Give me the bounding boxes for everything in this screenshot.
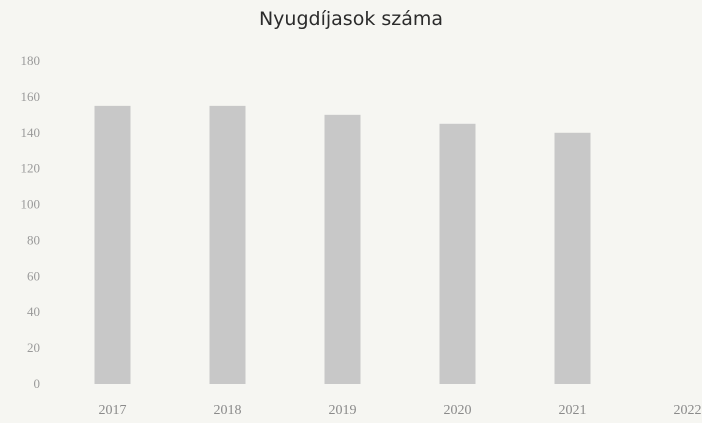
y-tick-label: 60 — [27, 268, 40, 283]
y-tick-label: 40 — [27, 304, 40, 319]
x-tick-label: 2018 — [214, 403, 242, 418]
bar-2021 — [554, 132, 591, 384]
y-tick-label: 140 — [21, 125, 41, 140]
chart-title: Nyugdíjasok száma — [258, 8, 444, 30]
x-tick-label: 2022 — [674, 403, 702, 418]
bar-2017 — [94, 105, 131, 384]
bar-2020 — [439, 123, 476, 385]
y-tick-label: 20 — [27, 340, 40, 355]
x-axis: 2017 2018 2019 2020 2021 2022 — [99, 403, 702, 418]
y-tick-label: 120 — [21, 161, 41, 176]
y-tick-label: 180 — [21, 53, 41, 68]
y-tick-label: 0 — [34, 376, 41, 391]
bar-2019 — [324, 114, 361, 384]
y-axis: 0 20 40 60 80 100 120 140 160 180 — [21, 53, 41, 391]
x-tick-label: 2019 — [329, 403, 357, 418]
x-tick-label: 2020 — [444, 403, 472, 418]
y-tick-label: 160 — [21, 89, 41, 104]
bars — [94, 105, 591, 385]
x-tick-label: 2017 — [99, 403, 127, 418]
y-tick-label: 100 — [21, 197, 41, 212]
bar-2018 — [209, 105, 246, 384]
x-tick-label: 2021 — [559, 403, 587, 418]
y-tick-label: 80 — [27, 232, 40, 247]
